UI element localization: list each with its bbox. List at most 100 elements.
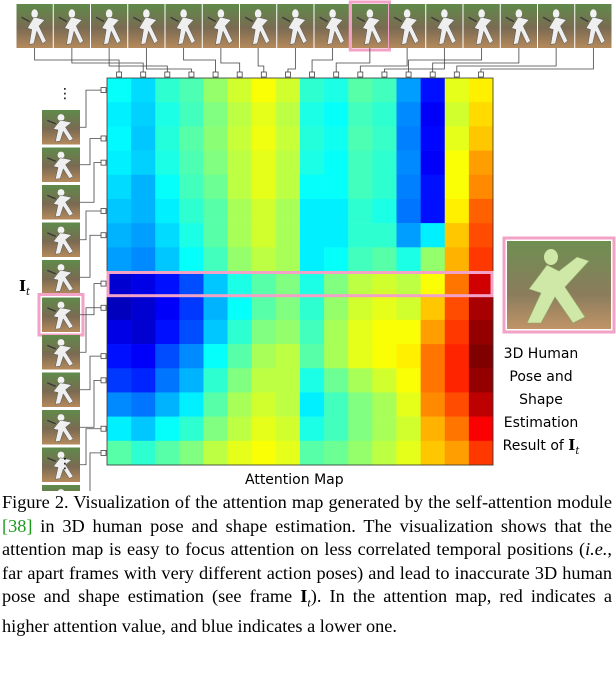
heatmap-cell — [372, 368, 397, 393]
heatmap-cell — [251, 368, 277, 393]
side-connector-node — [100, 87, 107, 93]
player-arm — [505, 16, 515, 23]
heatmap-cell — [155, 223, 180, 248]
heatmap-cell — [348, 392, 373, 417]
heatmap-cell — [131, 102, 156, 127]
heatmap-cell — [300, 344, 325, 369]
side-connector-line — [80, 210, 103, 241]
heatmap-cell — [396, 102, 421, 127]
player-head — [57, 114, 65, 122]
heatmap-cell — [420, 368, 446, 393]
heatmap-cell — [420, 392, 446, 417]
heatmap-cell — [444, 247, 470, 272]
heatmap-cell — [107, 392, 132, 417]
heatmap-cell — [203, 150, 228, 176]
top-connector-line — [108, 48, 168, 74]
result-label-symbol: I — [568, 436, 575, 454]
heatmap-cell — [396, 150, 421, 176]
top-frame-thumbnail — [389, 4, 426, 48]
heatmap-cell — [420, 319, 446, 345]
heatmap-cell — [348, 174, 373, 200]
side-frame-connectors — [80, 87, 107, 491]
heatmap-cell — [324, 319, 349, 345]
highlighted-row-outline — [106, 271, 494, 298]
heatmap-cell — [275, 223, 301, 248]
heatmap-cell — [468, 78, 494, 103]
player-body — [64, 16, 84, 45]
side-connector-node — [100, 280, 107, 287]
heatmap-cell — [227, 319, 253, 345]
heatmap-cell — [444, 174, 470, 200]
heatmap-cell — [444, 198, 470, 224]
player-arm — [244, 16, 254, 23]
player-arm — [281, 16, 291, 23]
heatmap-cell — [155, 198, 180, 224]
heatmap-cell — [203, 271, 228, 296]
player-body — [52, 307, 74, 330]
player-arm — [47, 232, 56, 237]
top-connector-line — [145, 48, 192, 74]
top-connector-line — [384, 48, 445, 74]
player-arm — [47, 344, 56, 350]
player-body — [287, 16, 308, 45]
heatmap-cell — [203, 247, 228, 272]
heatmap-cell — [300, 78, 325, 103]
citation-link[interactable]: [38] — [2, 515, 33, 536]
heatmap-cell — [468, 416, 494, 442]
side-frame-thumbnail — [42, 260, 80, 295]
heatmap-cell — [251, 344, 277, 369]
heatmap-cell — [348, 271, 373, 296]
heatmap-cell — [324, 368, 349, 393]
top-connector-node — [357, 71, 364, 78]
heatmap-cell — [107, 416, 132, 442]
player-arm — [542, 16, 552, 23]
player-body — [213, 16, 233, 45]
player-arm — [47, 269, 56, 275]
heatmap-cell — [131, 174, 156, 200]
top-frame-thumbnail — [128, 4, 165, 48]
heatmap-cell — [468, 271, 494, 296]
heatmap-cell — [324, 174, 349, 200]
heatmap-cell — [396, 247, 421, 272]
heatmap-cell — [251, 150, 277, 176]
player-body — [52, 232, 74, 255]
player-body — [52, 195, 74, 218]
heatmap-cell — [131, 247, 156, 272]
heatmap-cell — [372, 416, 397, 442]
result-label-line: 3D Human — [504, 346, 579, 362]
heatmap-cell — [203, 416, 228, 442]
player-body — [101, 16, 122, 45]
heatmap-cell — [324, 102, 349, 127]
heatmap-cell — [468, 126, 494, 151]
heatmap-cell — [107, 126, 132, 151]
heatmap-cell — [348, 416, 373, 442]
figure-caption: Figure 2. Visualization of the attention… — [2, 491, 612, 639]
heatmap-cell — [348, 344, 373, 369]
side-connector-node — [100, 232, 107, 239]
top-frame-thumbnail — [426, 4, 463, 48]
heatmap-cell — [420, 102, 446, 127]
heatmap-cell — [372, 78, 397, 103]
heatmap-cell — [131, 150, 156, 176]
heatmap-cell — [324, 271, 349, 296]
heatmap-cell — [227, 440, 253, 466]
player-head — [552, 9, 560, 19]
player-head — [254, 9, 262, 19]
heatmap-cell — [179, 344, 204, 369]
heatmap-cell — [203, 198, 228, 224]
top-connector-line — [257, 48, 265, 74]
heatmap-cell — [203, 392, 228, 417]
heatmap-cell — [107, 102, 132, 127]
heatmap-cell — [275, 174, 301, 200]
player-head — [31, 9, 38, 19]
heatmap-cell — [179, 223, 204, 248]
heatmap-cell — [420, 78, 446, 103]
heatmap-cell — [227, 271, 253, 296]
result-label: 3D Human Pose and Shape Estimation Result of… — [503, 346, 581, 457]
heatmap-cell — [131, 440, 156, 466]
player-body — [511, 16, 531, 45]
player-body — [175, 16, 196, 45]
heatmap-cell — [444, 223, 470, 248]
heatmap-cell — [275, 150, 301, 176]
player-body — [52, 382, 74, 405]
